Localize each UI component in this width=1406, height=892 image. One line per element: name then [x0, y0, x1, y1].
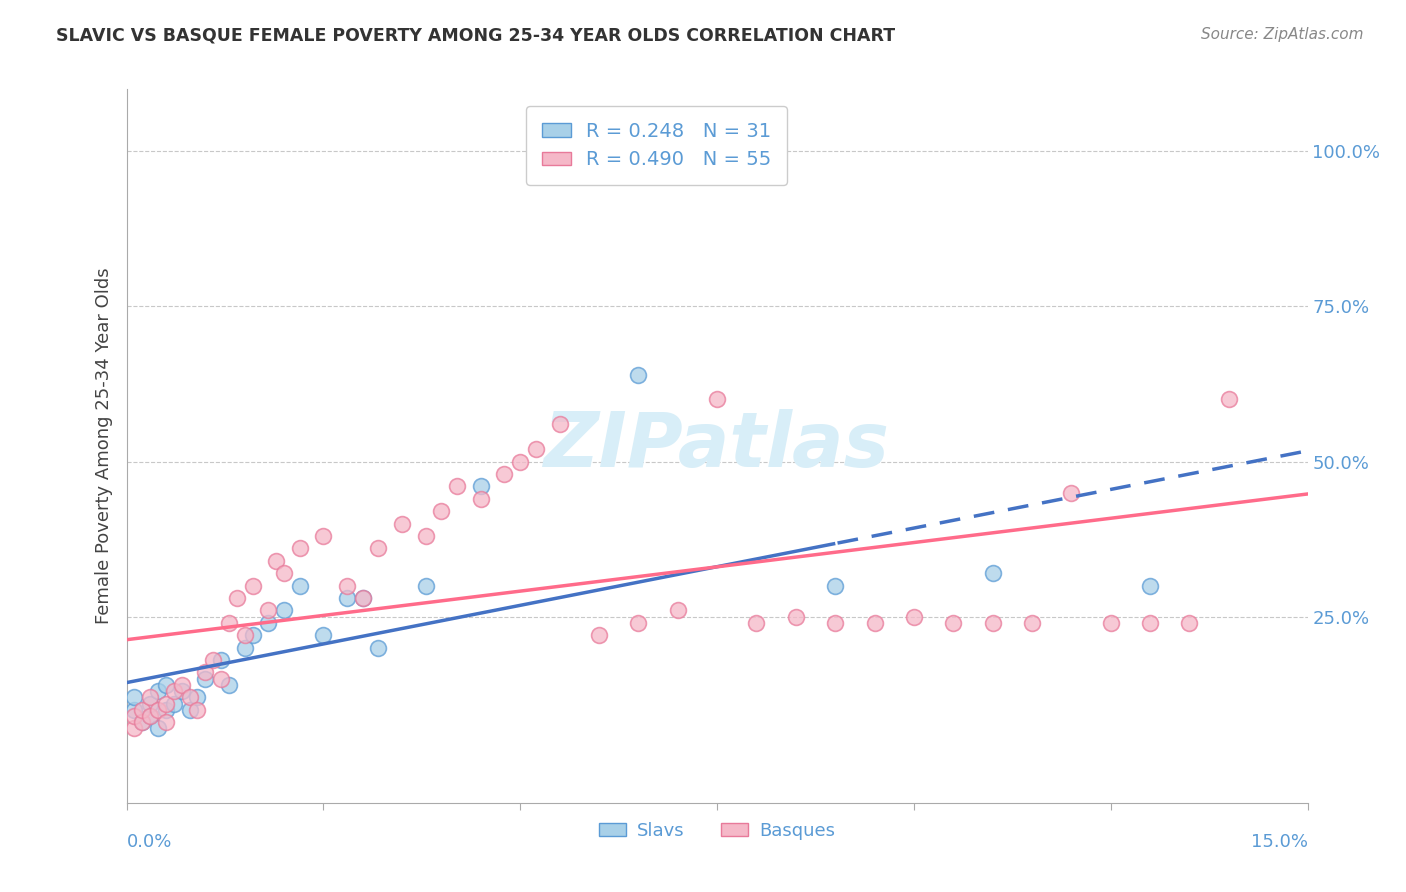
Point	[131, 715, 153, 730]
Point	[288, 579, 311, 593]
Point	[146, 684, 169, 698]
Point	[981, 566, 1004, 581]
Point	[163, 697, 186, 711]
Point	[139, 697, 162, 711]
Point	[155, 703, 177, 717]
Point	[942, 615, 965, 630]
Point	[273, 566, 295, 581]
Point	[446, 479, 468, 493]
Point	[509, 454, 531, 468]
Point	[218, 678, 240, 692]
Point	[146, 722, 169, 736]
Point	[131, 715, 153, 730]
Point	[1178, 615, 1201, 630]
Point	[470, 479, 492, 493]
Point	[824, 615, 846, 630]
Point	[155, 678, 177, 692]
Point	[588, 628, 610, 642]
Point	[194, 672, 217, 686]
Point	[186, 703, 208, 717]
Point	[179, 703, 201, 717]
Text: SLAVIC VS BASQUE FEMALE POVERTY AMONG 25-34 YEAR OLDS CORRELATION CHART: SLAVIC VS BASQUE FEMALE POVERTY AMONG 25…	[56, 27, 896, 45]
Point	[257, 615, 280, 630]
Point	[233, 640, 256, 655]
Legend: Slavs, Basques: Slavs, Basques	[592, 815, 842, 847]
Point	[548, 417, 571, 432]
Point	[981, 615, 1004, 630]
Point	[155, 715, 177, 730]
Text: 0.0%: 0.0%	[127, 833, 172, 851]
Point	[1218, 392, 1240, 407]
Point	[202, 653, 225, 667]
Point	[124, 709, 146, 723]
Point	[863, 615, 886, 630]
Point	[186, 690, 208, 705]
Point	[352, 591, 374, 605]
Point	[233, 628, 256, 642]
Point	[209, 672, 232, 686]
Point	[430, 504, 453, 518]
Point	[1099, 615, 1122, 630]
Point	[903, 609, 925, 624]
Point	[124, 703, 146, 717]
Point	[139, 709, 162, 723]
Point	[209, 653, 232, 667]
Point	[352, 591, 374, 605]
Point	[470, 491, 492, 506]
Point	[690, 145, 713, 159]
Point	[1060, 485, 1083, 500]
Point	[273, 603, 295, 617]
Point	[218, 615, 240, 630]
Point	[163, 684, 186, 698]
Point	[627, 368, 650, 382]
Point	[264, 554, 287, 568]
Point	[415, 529, 437, 543]
Point	[312, 529, 335, 543]
Point	[627, 615, 650, 630]
Point	[170, 684, 193, 698]
Point	[1139, 579, 1161, 593]
Point	[494, 467, 516, 481]
Point	[391, 516, 413, 531]
Point	[146, 703, 169, 717]
Point	[524, 442, 547, 456]
Point	[257, 603, 280, 617]
Point	[194, 665, 217, 680]
Point	[666, 603, 689, 617]
Point	[745, 615, 768, 630]
Point	[155, 697, 177, 711]
Point	[336, 579, 359, 593]
Point	[242, 628, 264, 642]
Text: Source: ZipAtlas.com: Source: ZipAtlas.com	[1201, 27, 1364, 42]
Point	[242, 579, 264, 593]
Point	[170, 678, 193, 692]
Point	[124, 722, 146, 736]
Y-axis label: Female Poverty Among 25-34 Year Olds: Female Poverty Among 25-34 Year Olds	[94, 268, 112, 624]
Point	[124, 690, 146, 705]
Text: ZIPatlas: ZIPatlas	[544, 409, 890, 483]
Point	[367, 640, 389, 655]
Point	[288, 541, 311, 556]
Point	[706, 392, 728, 407]
Point	[415, 579, 437, 593]
Point	[139, 709, 162, 723]
Point	[312, 628, 335, 642]
Point	[225, 591, 247, 605]
Point	[336, 591, 359, 605]
Point	[1139, 615, 1161, 630]
Text: 15.0%: 15.0%	[1250, 833, 1308, 851]
Point	[1021, 615, 1043, 630]
Point	[785, 609, 807, 624]
Point	[139, 690, 162, 705]
Point	[367, 541, 389, 556]
Point	[824, 579, 846, 593]
Point	[131, 703, 153, 717]
Point	[179, 690, 201, 705]
